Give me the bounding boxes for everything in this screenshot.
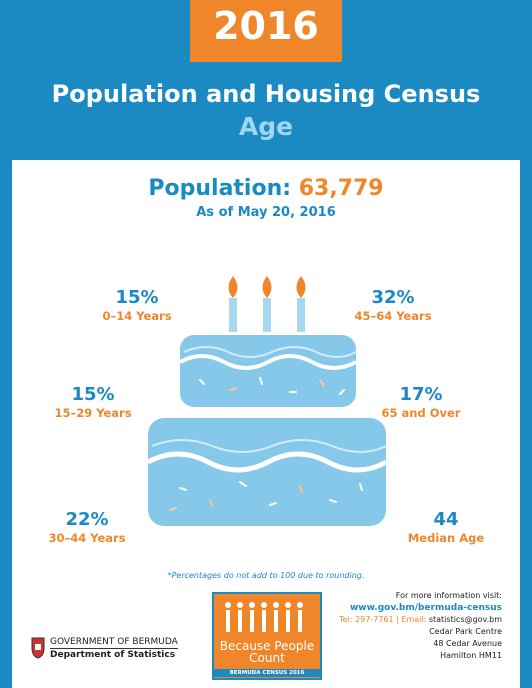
- population-label: Population:: [148, 176, 292, 201]
- email-label: Email:: [401, 615, 427, 624]
- government: GOVERNMENT OF BERMUDA Department of Stat…: [50, 636, 178, 661]
- logo-subtext: BERMUDA CENSUS 2016: [212, 669, 322, 677]
- contact-intro: For more information visit:: [395, 591, 502, 600]
- population-value: 63,779: [298, 176, 384, 201]
- coat-of-arms: [31, 637, 45, 659]
- stat-value: 32%: [371, 287, 415, 308]
- year-box: [190, 0, 342, 62]
- stat-label: 0–14 Years: [102, 309, 172, 323]
- department: Department of Statistics: [50, 648, 178, 661]
- address-line: Cedar Park Centre: [429, 627, 502, 636]
- year: 2016: [213, 4, 319, 48]
- stat-label: 45–64 Years: [354, 309, 432, 323]
- website[interactable]: www.gov.bm/bermuda-census: [349, 603, 502, 613]
- population: Population: 63,779: [0, 176, 532, 201]
- contact-line: Tel: 297-7761 | Email: statistics@gov.bm: [339, 615, 502, 624]
- stat-value: 15%: [115, 287, 159, 308]
- tel: Tel: 297-7761: [339, 615, 394, 624]
- contact: For more information visit: www.gov.bm/b…: [330, 590, 502, 662]
- stat-value: 15%: [71, 384, 115, 405]
- address-line: Hamilton HM11: [440, 651, 502, 660]
- stat: 44 Median Age: [376, 509, 516, 545]
- email[interactable]: statistics@gov.bm: [428, 615, 502, 624]
- subtitle: Age: [238, 112, 294, 141]
- government-name: GOVERNMENT OF BERMUDA: [50, 637, 178, 647]
- logo-text: Because People Count: [219, 639, 315, 665]
- stat: 15% 15–29 Years: [23, 384, 163, 420]
- stat-value: 44: [433, 509, 459, 530]
- stat-label: 30–44 Years: [48, 531, 126, 545]
- footnote: *Percentages do not add to 100 due to ro…: [167, 571, 365, 580]
- stat: 15% 0–14 Years: [67, 287, 207, 323]
- stat-value: 22%: [65, 509, 109, 530]
- stat-label: 65 and Over: [381, 406, 461, 420]
- logo-figures: [225, 602, 303, 632]
- stat: 22% 30–44 Years: [17, 509, 157, 545]
- stat: 17% 65 and Over: [351, 384, 491, 420]
- stat: 32% 45–64 Years: [323, 287, 463, 323]
- stat-label: 15–29 Years: [54, 406, 132, 420]
- as-of: As of May 20, 2016: [196, 205, 336, 220]
- address-line: 48 Cedar Avenue: [433, 639, 502, 648]
- stat-label: Median Age: [407, 531, 485, 545]
- title: Population and Housing Census: [51, 80, 481, 108]
- stat-value: 17%: [399, 384, 443, 405]
